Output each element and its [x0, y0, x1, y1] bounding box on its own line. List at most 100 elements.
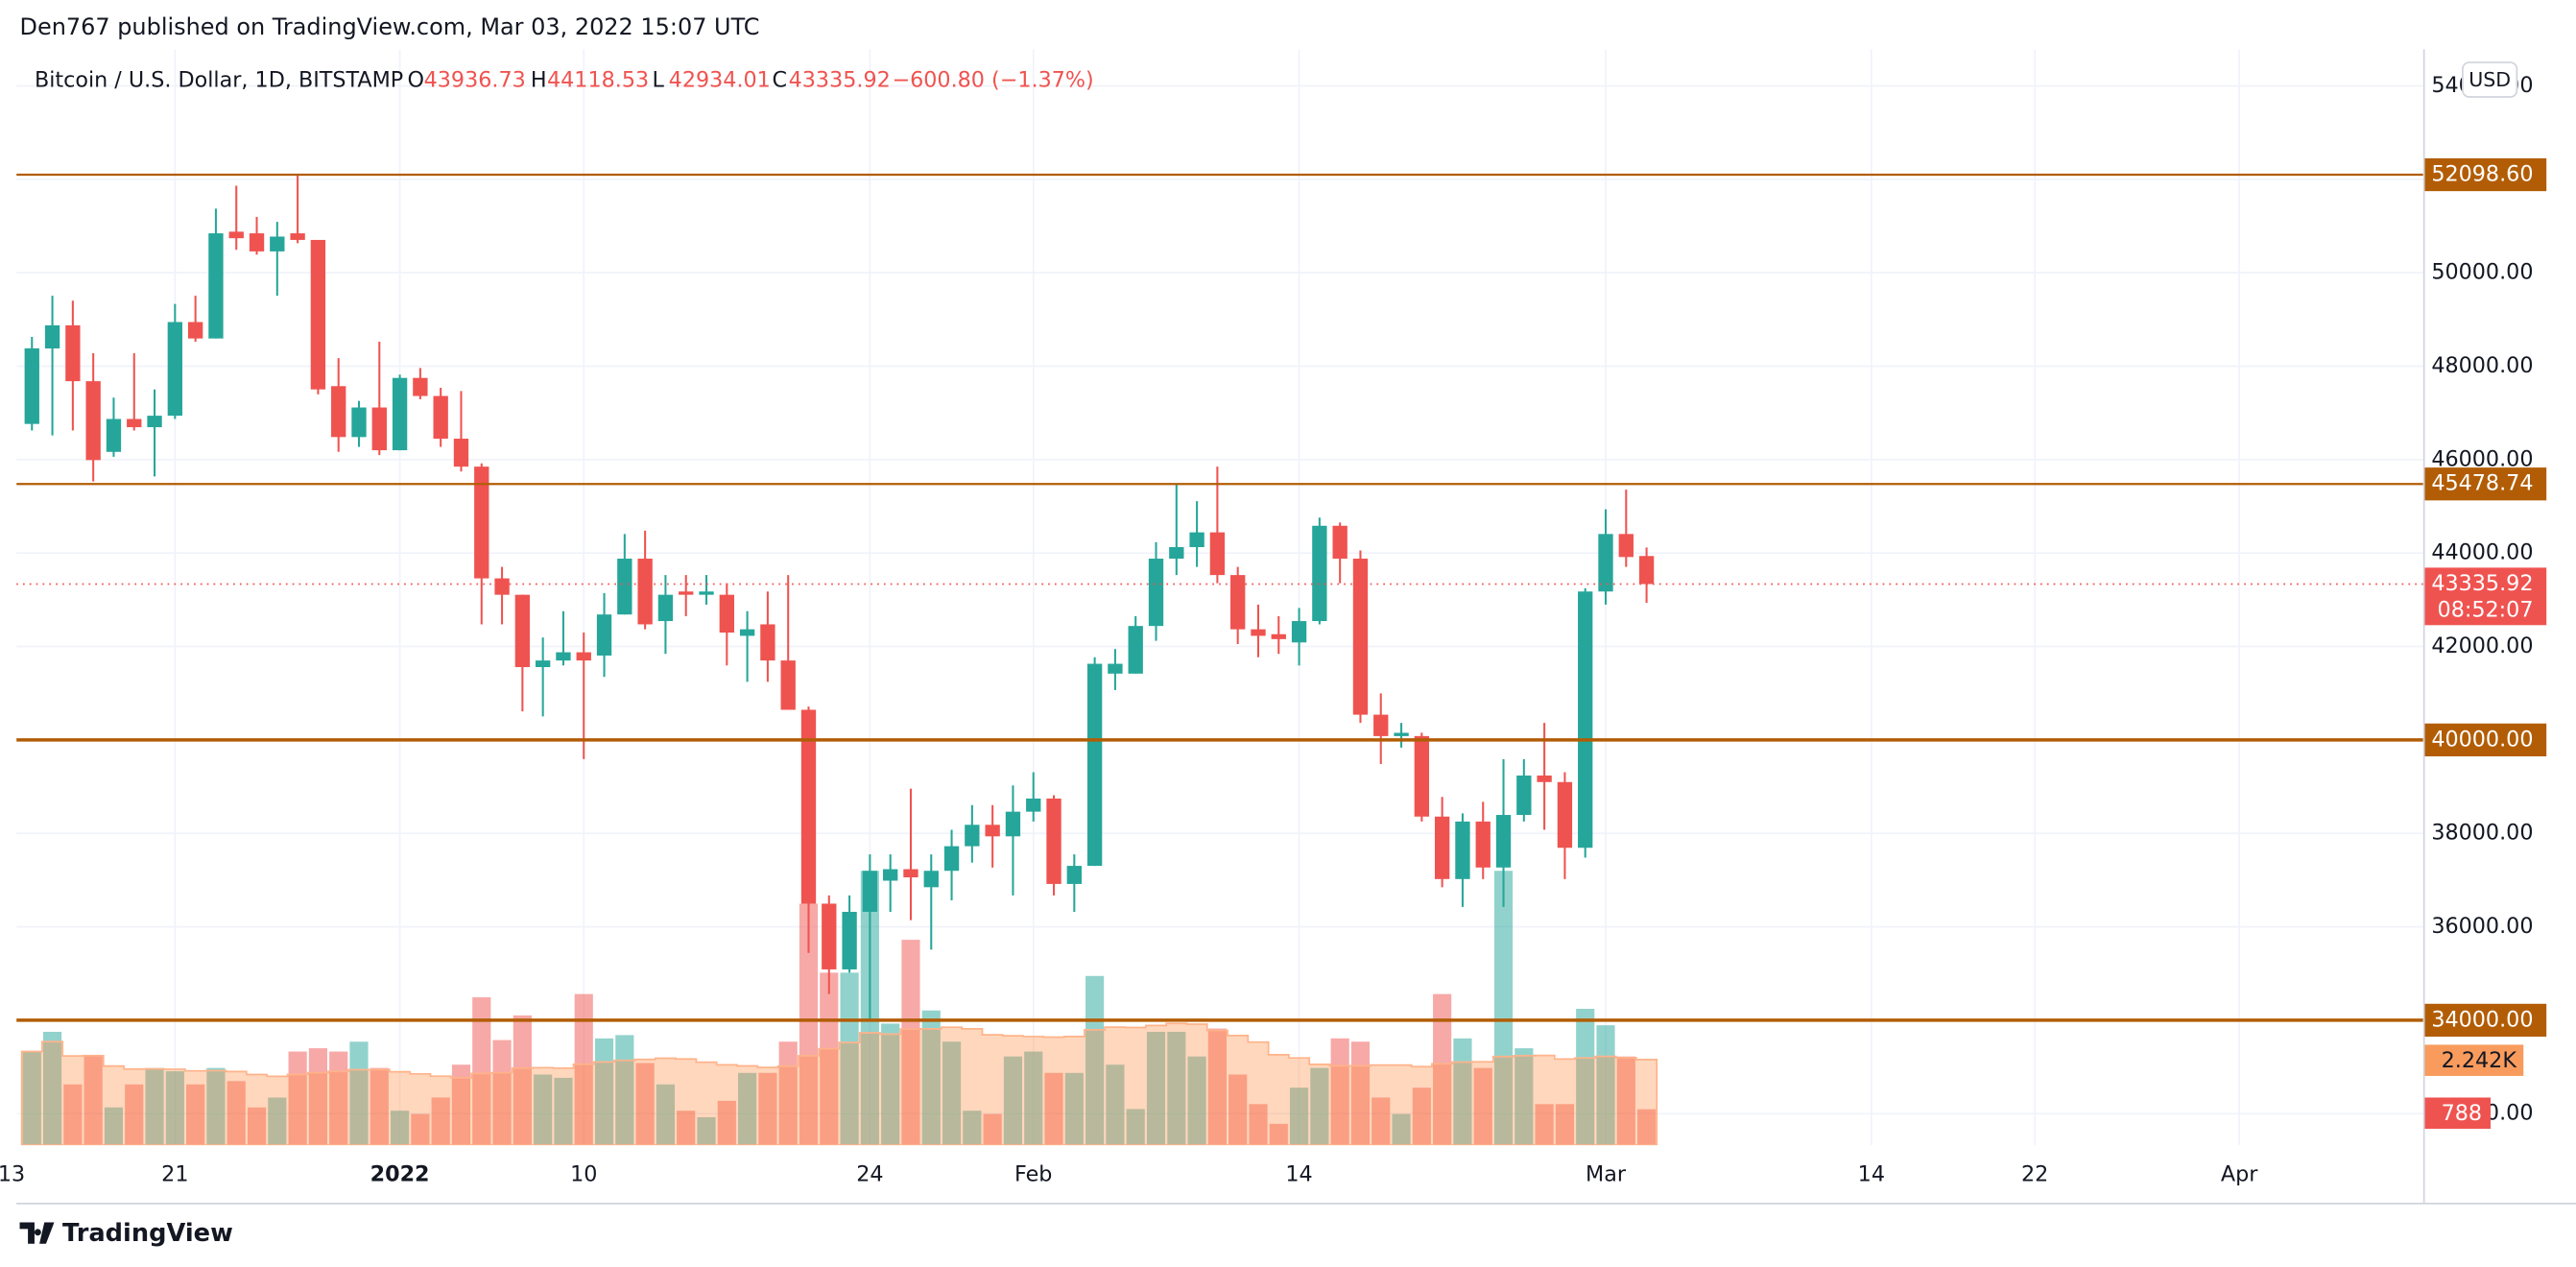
volume-bar	[1535, 1104, 1554, 1146]
candle-body	[474, 466, 489, 579]
volume-bar	[963, 1111, 982, 1146]
volume-bar	[1187, 1056, 1206, 1146]
candle-body	[1394, 732, 1409, 736]
legend-low: 42934.01	[669, 67, 771, 92]
volume-bar	[472, 997, 491, 1146]
volume-bar	[370, 1067, 389, 1146]
volume-bar	[431, 1097, 450, 1146]
x-tick-label: Apr	[2221, 1161, 2258, 1186]
volume-bar	[1146, 1031, 1166, 1146]
x-tick-label: Feb	[1014, 1161, 1052, 1186]
volume-bar	[165, 1071, 184, 1146]
candle-body	[65, 324, 81, 382]
volume-bar	[594, 1038, 614, 1146]
volume-bar	[1433, 993, 1452, 1146]
candle-body	[1434, 816, 1450, 879]
volume-bar	[1350, 1041, 1371, 1146]
candle-body	[371, 407, 387, 451]
volume-bar	[1310, 1067, 1329, 1146]
candle-body	[699, 591, 714, 595]
candle-body	[923, 871, 939, 888]
volume-bar	[921, 1010, 941, 1146]
volume-bar	[534, 1074, 553, 1146]
currency-label[interactable]: USD	[2469, 68, 2511, 91]
volume-bar	[840, 972, 859, 1146]
candle-body	[760, 624, 775, 661]
level-label: 52098.60	[2431, 162, 2533, 187]
volume-bar	[778, 1041, 798, 1146]
volume-bar	[391, 1111, 410, 1146]
volume-bar	[206, 1067, 226, 1146]
volume-bar	[1207, 1028, 1227, 1146]
candle-body	[657, 594, 674, 622]
volume-bar	[1024, 1051, 1043, 1146]
candle-body	[1148, 559, 1164, 627]
candle-body	[862, 871, 878, 912]
candle-body	[167, 322, 183, 417]
last-price-label: 43335.92	[2431, 571, 2533, 596]
volume-bar	[1515, 1048, 1534, 1146]
x-tick-label: 10	[570, 1161, 597, 1186]
currency-button[interactable]	[2462, 61, 2518, 98]
volume-bar	[513, 1015, 532, 1146]
candle-body	[965, 825, 980, 847]
y-tick-label: 50000.00	[2431, 260, 2533, 285]
candle-body	[1066, 866, 1082, 884]
candle-body	[1537, 775, 1552, 782]
volume-bar	[1473, 1067, 1492, 1146]
candle-body	[1169, 547, 1184, 560]
candle-body	[1332, 525, 1348, 560]
legend-open: 43936.73	[424, 67, 526, 92]
price-pane	[16, 173, 2423, 1022]
volume-bar	[738, 1072, 757, 1146]
candle-body	[576, 652, 591, 661]
candle-body	[85, 381, 101, 461]
volume-bar	[186, 1084, 205, 1146]
volume-bar	[22, 1051, 41, 1146]
y-tick-label: 36000.00	[2431, 914, 2533, 939]
logo-text: TradingView	[62, 1219, 233, 1248]
candle-body	[1455, 821, 1470, 879]
volume-bar	[1289, 1088, 1309, 1146]
level-label-box	[2424, 1003, 2547, 1038]
candle-body	[842, 911, 857, 969]
candle-body	[1312, 525, 1327, 622]
candle-body	[270, 236, 285, 251]
candle-body	[1598, 534, 1613, 592]
volume-bar	[1249, 1104, 1268, 1146]
legend-key: O	[408, 67, 425, 92]
volume-bar	[1555, 1104, 1574, 1146]
volume-bar	[268, 1097, 287, 1146]
candle-body	[1189, 532, 1205, 548]
last-volume-box	[2424, 1097, 2491, 1129]
volume-bar	[1637, 1109, 1657, 1146]
x-tick-label: Mar	[1586, 1161, 1627, 1186]
volume-bar	[1392, 1113, 1411, 1146]
level-label: 34000.00	[2431, 1007, 2533, 1032]
candle-body	[1046, 798, 1061, 884]
level-label-box	[2424, 723, 2547, 756]
candle-body	[453, 439, 469, 467]
candle-body	[1352, 559, 1369, 715]
volume-bar	[881, 1023, 900, 1146]
volume-bar	[1126, 1109, 1145, 1146]
candle-body	[413, 377, 428, 396]
y-tick-label: 44000.00	[2431, 540, 2533, 565]
candle-body	[679, 591, 694, 595]
volume-bar	[1167, 1031, 1186, 1146]
volume-bar	[1453, 1038, 1472, 1146]
candle-body	[903, 869, 918, 878]
candle-body	[494, 578, 510, 595]
candle-body	[1108, 663, 1123, 674]
x-tick-label: 2022	[370, 1161, 430, 1186]
volume-bar	[329, 1051, 348, 1146]
candle-body	[535, 660, 551, 667]
candle-body	[514, 594, 531, 667]
legend-key: C	[773, 67, 788, 92]
candle-body	[331, 386, 346, 438]
candle-body	[1026, 798, 1041, 812]
legend-change: −600.80 (−1.37%)	[892, 67, 1093, 92]
grid	[16, 49, 2423, 1146]
